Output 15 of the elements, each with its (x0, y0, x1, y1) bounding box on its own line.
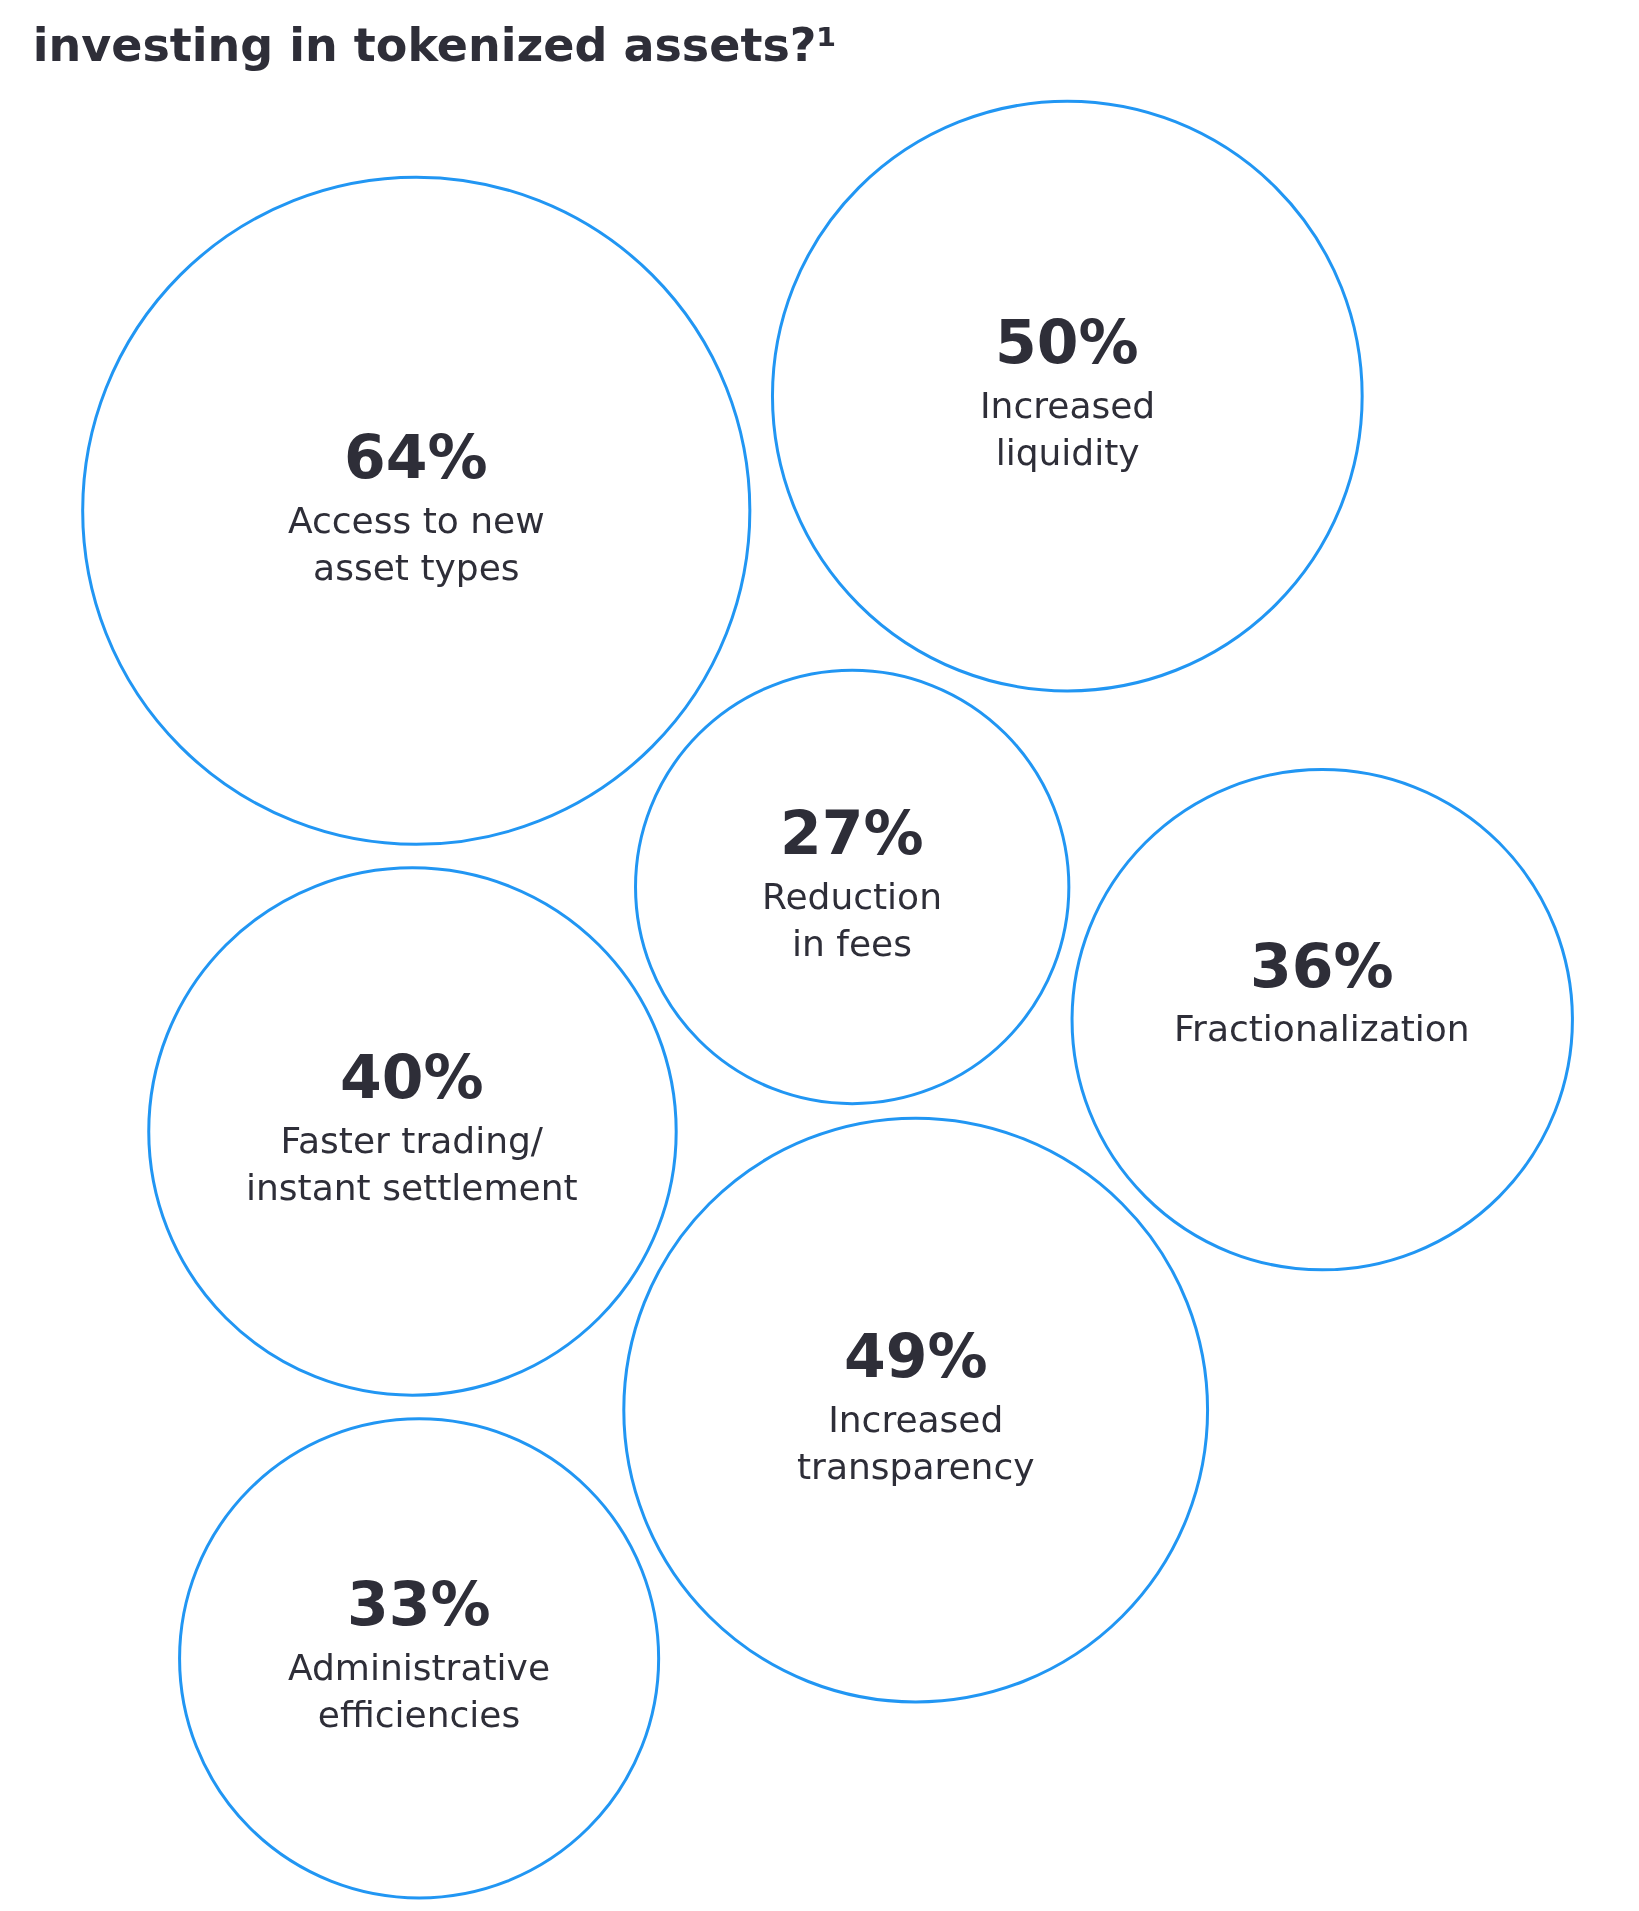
data-label: 64% (344, 422, 488, 492)
data-label: 27% (780, 798, 924, 868)
category-label: Administrative efficiencies (288, 1647, 551, 1735)
category-label: Increased transparency (797, 1399, 1035, 1487)
text: investing in tokenized assets?¹ (32, 17, 837, 72)
data-label: 33% (347, 1569, 491, 1639)
data-label: 40% (340, 1042, 484, 1112)
category-label: Increased liquidity (980, 385, 1156, 473)
data-label: 50% (995, 307, 1139, 377)
category-label: Fractionalization (1174, 1008, 1470, 1049)
category-label: Faster trading/instant settlement (246, 1120, 578, 1208)
data-label: 36% (1250, 931, 1394, 1001)
data-label: 49% (844, 1321, 988, 1391)
category-label: Access to new asset types (288, 500, 545, 588)
category-label: Reduction in fees (762, 876, 942, 964)
